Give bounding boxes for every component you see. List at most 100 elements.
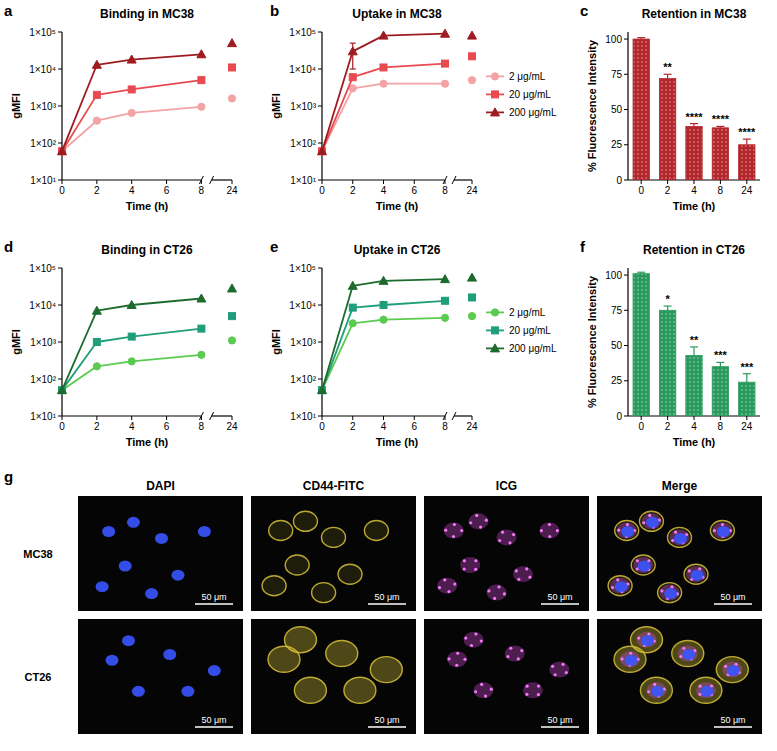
data-point xyxy=(380,64,387,71)
column-header: CD44-FITC xyxy=(303,479,365,493)
y-tick-label: 1×10² xyxy=(30,374,57,385)
axis-break xyxy=(452,176,456,184)
line-segment xyxy=(322,77,353,151)
y-tick xyxy=(58,32,62,33)
membrane-stain xyxy=(710,521,734,541)
nucleus xyxy=(641,635,654,646)
y-tick xyxy=(624,345,628,346)
data-point xyxy=(349,74,356,81)
x-tick xyxy=(746,416,747,420)
icg-dot xyxy=(474,559,477,562)
icg-dot xyxy=(501,531,504,534)
nucleus xyxy=(155,533,168,544)
error-cap xyxy=(716,126,724,127)
icg-dot xyxy=(490,688,493,691)
y-tick-label: 1×10¹ xyxy=(290,411,317,422)
icg-dot xyxy=(698,685,701,688)
membrane-stain xyxy=(639,511,663,531)
row-label: MC38 xyxy=(23,548,52,560)
micrograph: 50 μm xyxy=(424,619,589,734)
data-point xyxy=(58,386,67,394)
x-tick xyxy=(667,416,668,420)
data-point xyxy=(380,80,387,87)
data-point xyxy=(349,85,356,92)
x-axis-label: Time (h) xyxy=(126,200,169,212)
icg-stain xyxy=(539,523,559,539)
nucleus xyxy=(145,588,158,599)
legend-marker xyxy=(492,327,499,334)
error-cap xyxy=(637,37,645,38)
scale-bar xyxy=(368,603,406,605)
icg-dot xyxy=(480,639,483,642)
y-tick-label: 25 xyxy=(611,375,623,386)
x-axis-label: Time (h) xyxy=(673,436,716,448)
scale-bar xyxy=(714,726,752,728)
icg-dot xyxy=(474,568,477,571)
legend-marker xyxy=(491,73,498,80)
membrane-stain xyxy=(690,677,722,703)
legend-marker xyxy=(491,108,500,116)
icg-dot xyxy=(525,567,528,570)
y-tick-label: 1×10³ xyxy=(30,101,57,112)
x-tick xyxy=(383,416,384,420)
membrane-stain xyxy=(640,677,672,703)
y-tick xyxy=(58,180,62,181)
line-segment xyxy=(384,64,446,68)
line-segment xyxy=(353,84,384,89)
legend-label: 2 μg/mL xyxy=(509,307,546,318)
x-tick-label: 24 xyxy=(226,421,238,432)
icg-dot xyxy=(565,671,568,674)
x-tick-label: 0 xyxy=(59,185,65,196)
icg-dot xyxy=(648,514,651,517)
error-cap xyxy=(350,43,356,44)
panel-label: g xyxy=(4,468,13,485)
axis-break xyxy=(210,412,214,420)
icg-stain xyxy=(549,662,569,678)
micrograph: 50 μm xyxy=(251,496,416,611)
icg-dot xyxy=(444,529,447,532)
bar xyxy=(633,274,649,416)
data-point xyxy=(58,147,67,155)
x-tick-label: 2 xyxy=(350,185,356,196)
y-axis-label: gMFI xyxy=(10,93,22,119)
x-tick-label: 4 xyxy=(129,185,135,196)
membrane-stain xyxy=(631,627,663,653)
legend: 2 μg/mL20 μg/mL200 μg/mL xyxy=(486,307,557,354)
significance-label: *** xyxy=(714,349,728,361)
x-tick xyxy=(352,416,353,420)
y-tick xyxy=(318,268,322,269)
icg-stain xyxy=(686,566,706,582)
data-point xyxy=(441,275,450,283)
icg-dot xyxy=(455,664,458,667)
x-tick-label: 8 xyxy=(442,185,448,196)
x-tick-label: 8 xyxy=(718,185,724,196)
membrane-stain xyxy=(269,521,293,541)
x-tick-label: 4 xyxy=(691,185,697,196)
x-tick-label: 6 xyxy=(411,421,417,432)
data-point xyxy=(197,50,206,58)
icg-stain xyxy=(487,585,507,601)
error-cap xyxy=(637,272,645,273)
x-tick xyxy=(746,180,747,184)
scale-bar xyxy=(195,603,233,605)
icg-dot xyxy=(484,694,487,697)
chart-title: Binding in MC38 xyxy=(100,7,194,21)
column-header: DAPI xyxy=(146,479,175,493)
nucleus xyxy=(106,655,119,666)
y-tick-label: 100 xyxy=(605,34,622,45)
x-tick xyxy=(166,180,167,184)
x-tick-label: 2 xyxy=(665,421,671,432)
data-point xyxy=(349,304,356,311)
x-tick-label: 2 xyxy=(94,185,100,196)
error-bar xyxy=(667,74,668,78)
y-tick-label: 1×10³ xyxy=(290,101,317,112)
icg-stain xyxy=(617,523,637,539)
icg-dot xyxy=(616,578,619,581)
bar xyxy=(659,310,675,416)
icg-dot xyxy=(470,644,473,647)
line-segment xyxy=(132,80,202,89)
icg-stain xyxy=(497,529,517,545)
icg-dot xyxy=(653,683,656,686)
line-chart: aBinding in MC381×10¹1×10²1×10³1×10⁴1×10… xyxy=(4,2,238,212)
y-tick xyxy=(58,268,62,269)
